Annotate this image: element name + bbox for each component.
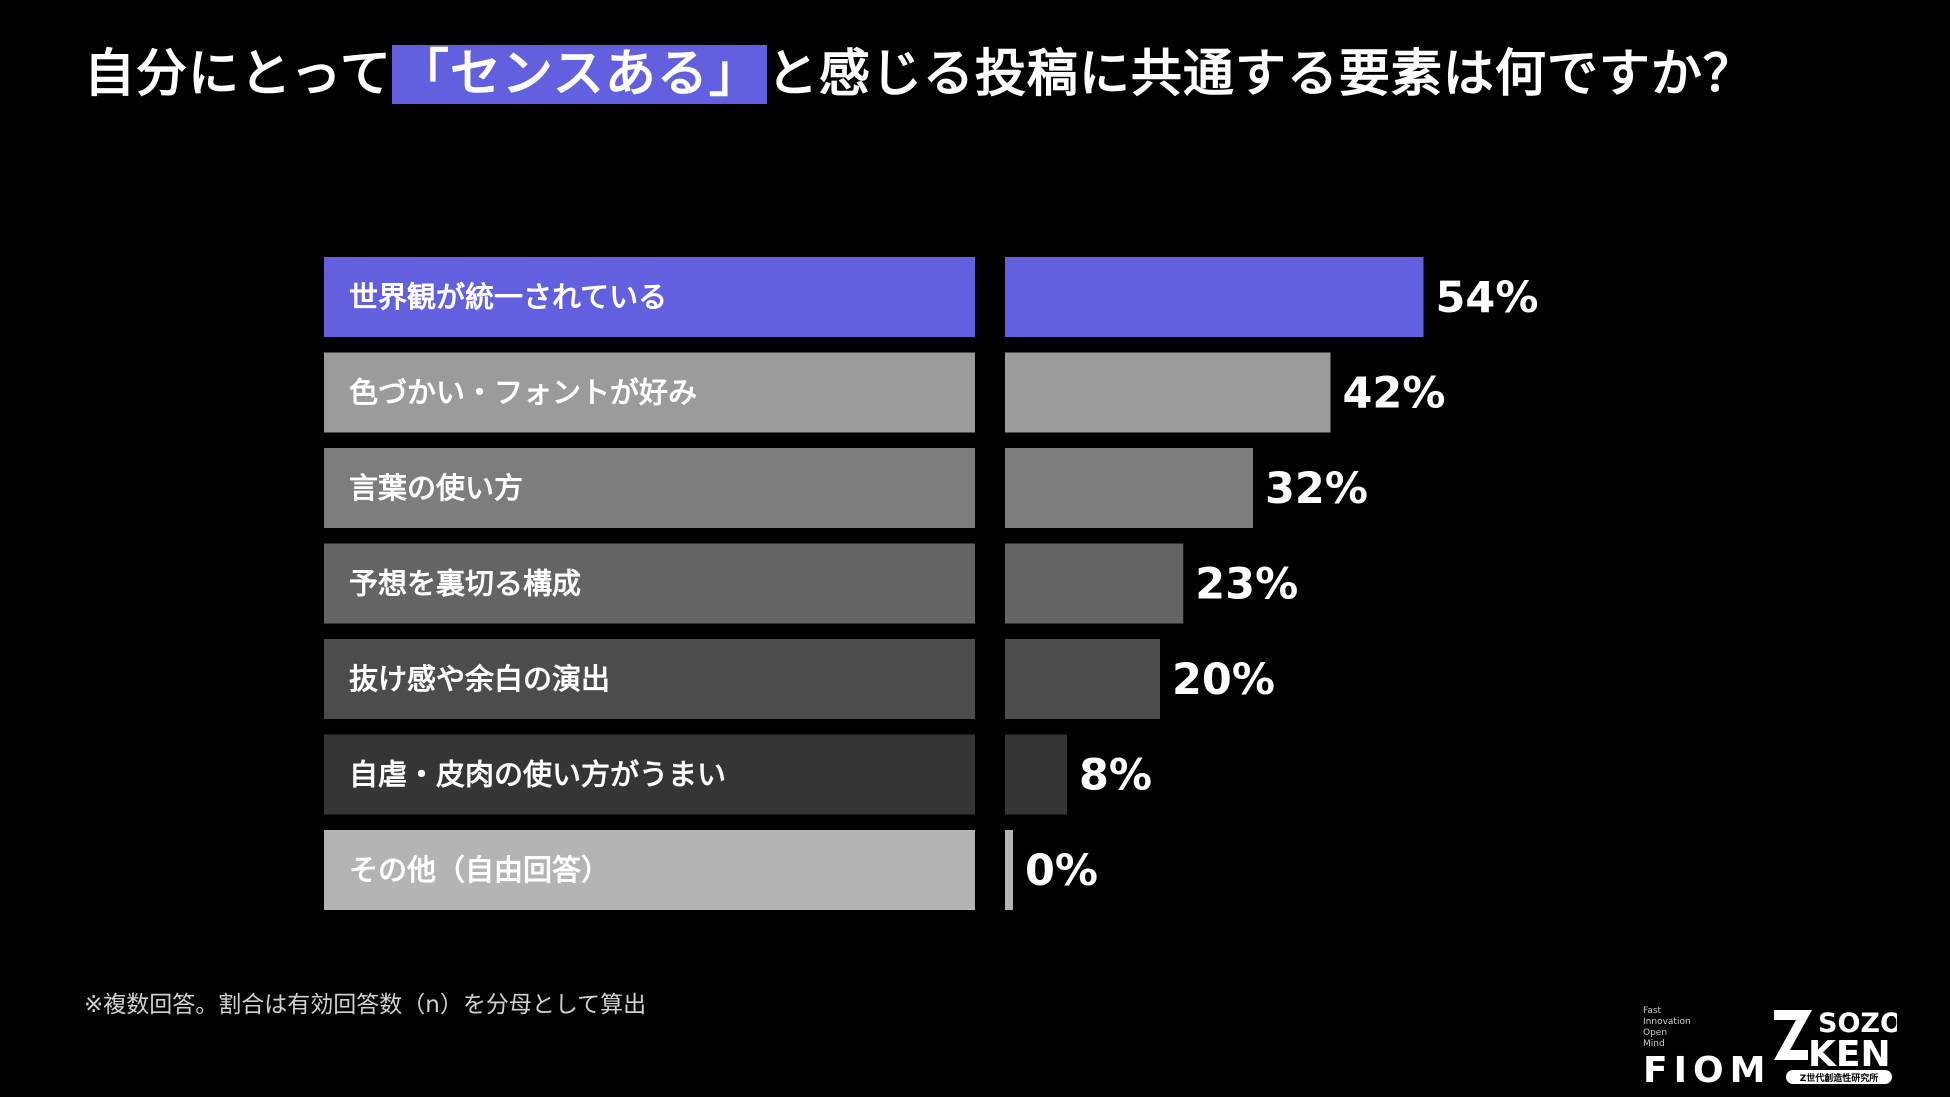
category-label-box bbox=[324, 257, 975, 337]
zken-sub: Z世代創造性研究所 bbox=[1800, 1072, 1879, 1084]
bar bbox=[1005, 352, 1331, 433]
zken-mark: SOZO bbox=[1818, 1008, 1897, 1039]
fiom-mark: FIOM bbox=[1643, 1050, 1772, 1091]
bar bbox=[1005, 734, 1067, 815]
bar bbox=[1005, 543, 1184, 624]
category-label-box bbox=[324, 830, 975, 910]
bar bbox=[1005, 639, 1160, 719]
fiom-logo: Fast Innovation Open Mind FIOM bbox=[1643, 1006, 1765, 1091]
footnote: ※複数回答。割合は有効回答数（n）を分母として算出 bbox=[84, 992, 647, 1018]
category-label: 色づかい・フォントが好み bbox=[349, 376, 697, 410]
category-label-box bbox=[324, 352, 975, 433]
value-label: 42% bbox=[1343, 369, 1446, 419]
fiom-word: Innovation bbox=[1643, 1017, 1691, 1027]
fiom-word: Mind bbox=[1643, 1039, 1665, 1049]
sozoken-logo: SOZO KEN Z世代創造性研究所 bbox=[1774, 1008, 1897, 1084]
bar bbox=[1005, 830, 1013, 910]
page-title: 自分にとって 「センスある」 と感じる投稿に共通する要素は何ですか？ bbox=[84, 40, 1755, 110]
value-label: 0% bbox=[1025, 846, 1098, 896]
fiom-word: Open bbox=[1643, 1028, 1668, 1038]
title-before: 自分にとって bbox=[84, 45, 392, 104]
category-label: 予想を裏切る構成 bbox=[349, 567, 581, 601]
category-label: その他（自由回答） bbox=[349, 853, 610, 887]
category-label: 言葉の使い方 bbox=[349, 471, 523, 505]
value-label: 54% bbox=[1436, 273, 1539, 323]
value-label: 20% bbox=[1172, 655, 1275, 705]
bar bbox=[1005, 257, 1424, 337]
category-label-box bbox=[324, 639, 975, 719]
category-label: 世界観が統一されている bbox=[349, 280, 667, 314]
value-label: 32% bbox=[1265, 464, 1368, 514]
title-highlight: 「センスある」 bbox=[391, 45, 767, 104]
value-label: 23% bbox=[1195, 560, 1298, 610]
bar bbox=[1005, 448, 1253, 528]
category-label-box bbox=[324, 543, 975, 624]
category-label-box bbox=[324, 448, 975, 528]
value-label: 8% bbox=[1079, 751, 1152, 801]
zken-mark2: KEN bbox=[1808, 1034, 1891, 1075]
fiom-word: Fast bbox=[1643, 1006, 1662, 1016]
title-after: と感じる投稿に共通する要素は何ですか？ bbox=[766, 45, 1755, 104]
category-label-box bbox=[324, 734, 975, 815]
category-label: 抜け感や余白の演出 bbox=[349, 662, 610, 696]
category-label: 自虐・皮肉の使い方がうまい bbox=[349, 758, 726, 792]
